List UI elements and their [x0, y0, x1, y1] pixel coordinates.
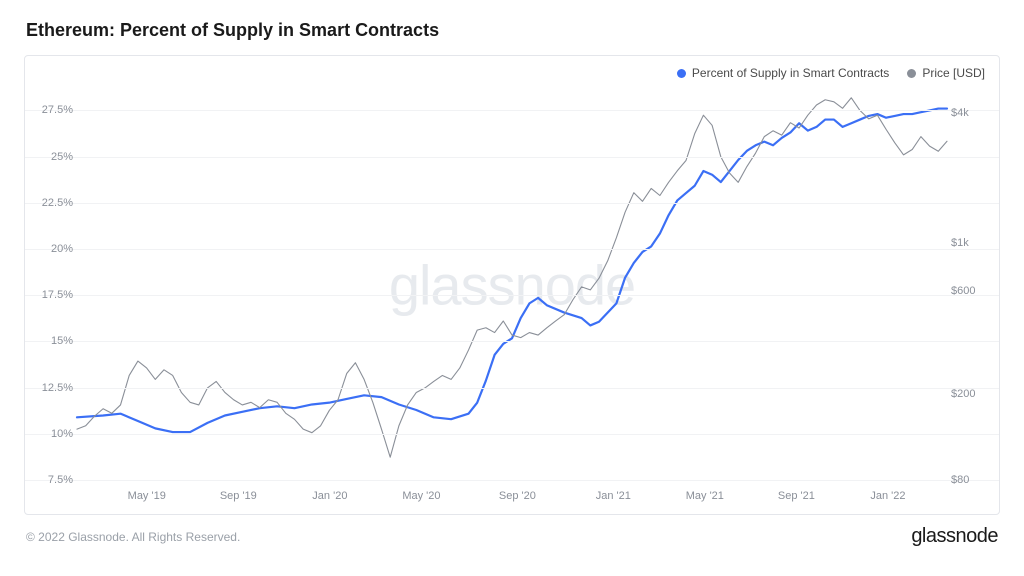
x-tick: Jan '20	[312, 490, 347, 502]
chart-container: Ethereum: Percent of Supply in Smart Con…	[0, 0, 1024, 576]
gridline	[25, 249, 999, 250]
y-left-tick: 7.5%	[33, 474, 73, 486]
x-tick: Sep '20	[499, 490, 536, 502]
y-right-tick: $4k	[951, 107, 991, 119]
x-tick: Sep '19	[220, 490, 257, 502]
y-left-tick: 20%	[33, 243, 73, 255]
legend-dot-supply	[677, 69, 686, 78]
x-tick: May '19	[128, 490, 166, 502]
chart-title: Ethereum: Percent of Supply in Smart Con…	[26, 20, 1000, 41]
y-left-tick: 25%	[33, 151, 73, 163]
x-tick: May '20	[402, 490, 440, 502]
y-right-tick: $600	[951, 285, 991, 297]
series-price_usd	[77, 98, 947, 457]
gridline	[25, 480, 999, 481]
copyright-text: © 2022 Glassnode. All Rights Reserved.	[26, 530, 240, 544]
legend: Percent of Supply in Smart Contracts Pri…	[677, 66, 985, 80]
gridline	[25, 341, 999, 342]
x-tick: Jan '21	[596, 490, 631, 502]
y-left-tick: 27.5%	[33, 104, 73, 116]
x-tick: Sep '21	[778, 490, 815, 502]
brand-logo: glassnode	[911, 525, 998, 548]
chart-box: Percent of Supply in Smart Contracts Pri…	[24, 55, 1000, 515]
y-right-tick: $200	[951, 388, 991, 400]
y-left-tick: 15%	[33, 335, 73, 347]
gridline	[25, 295, 999, 296]
gridline	[25, 203, 999, 204]
x-tick: May '21	[686, 490, 724, 502]
legend-label-price: Price [USD]	[922, 66, 985, 80]
gridline	[25, 157, 999, 158]
legend-dot-price	[907, 69, 916, 78]
gridline	[25, 434, 999, 435]
legend-item-price[interactable]: Price [USD]	[907, 66, 985, 80]
legend-label-supply: Percent of Supply in Smart Contracts	[692, 66, 889, 80]
y-right-tick: $80	[951, 474, 991, 486]
y-left-tick: 17.5%	[33, 289, 73, 301]
plot-area[interactable]	[77, 92, 947, 478]
y-right-tick: $1k	[951, 237, 991, 249]
y-left-tick: 10%	[33, 428, 73, 440]
gridline	[25, 388, 999, 389]
chart-svg	[77, 92, 947, 478]
legend-item-supply[interactable]: Percent of Supply in Smart Contracts	[677, 66, 889, 80]
gridline	[25, 110, 999, 111]
footer: © 2022 Glassnode. All Rights Reserved. g…	[24, 525, 1000, 548]
y-left-tick: 12.5%	[33, 382, 73, 394]
y-left-tick: 22.5%	[33, 197, 73, 209]
x-tick: Jan '22	[870, 490, 905, 502]
